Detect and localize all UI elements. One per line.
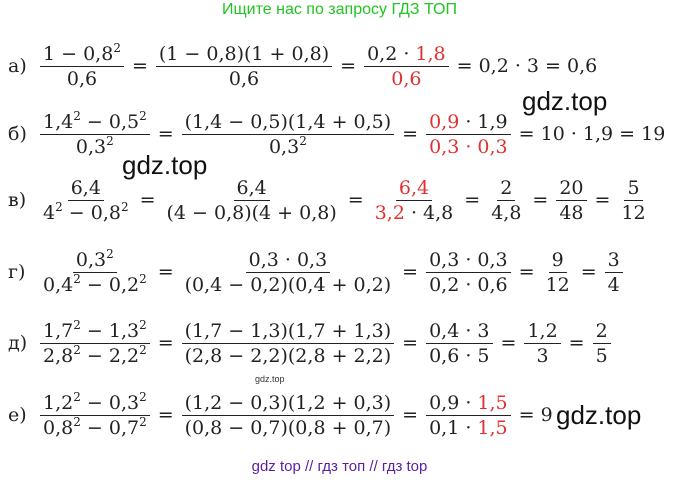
fraction: (1,7 − 1,3)(1,7 + 1,3) (2,8 − 2,2)(2,8 + … bbox=[181, 319, 395, 368]
fraction: 6,4 42 − 0,82 bbox=[43, 176, 129, 224]
fraction: (1,2 − 0,3)(1,2 + 0,3) (0,8 − 0,7)(0,8 + … bbox=[181, 391, 395, 440]
row-label: в) bbox=[8, 189, 27, 211]
watermark: gdz.top bbox=[522, 86, 608, 116]
header-banner[interactable]: Ищите нас по запросу ГДЗ ТОП bbox=[222, 1, 457, 18]
fraction: 0,3 · 0,3 (0,4 − 0,2)(0,4 + 0,2) bbox=[184, 248, 392, 296]
fraction: 5 12 bbox=[621, 176, 646, 224]
fraction: 2 4,8 bbox=[491, 176, 522, 224]
fraction: 1,22 − 0,32 0,82 − 0,72 bbox=[40, 391, 150, 440]
fraction: 1,72 − 1,32 2,82 − 2,22 bbox=[40, 319, 150, 368]
footer-links[interactable]: gdz top // гдз топ // гдз top bbox=[251, 458, 428, 475]
fraction: 9 12 bbox=[545, 248, 570, 296]
fraction: 0,32 0,42 − 0,22 bbox=[43, 246, 147, 296]
fraction: 6,4 3,2 · 4,8 bbox=[374, 176, 454, 224]
fraction: 1,42 − 0,52 0,32 bbox=[40, 110, 150, 159]
row-label: а) bbox=[8, 55, 27, 77]
watermark-small: gdz.top bbox=[255, 374, 285, 384]
fraction: (1,4 − 0,5)(1,4 + 0,5) 0,32 bbox=[181, 110, 395, 159]
row-label: б) bbox=[8, 123, 27, 145]
solution-row-b: б) 1,42 − 0,52 0,32 = (1,4 − 0,5)(1,4 + … bbox=[8, 108, 666, 159]
watermark: gdz.top bbox=[556, 400, 642, 430]
fraction: 0,9 · 1,5 0,1 · 1,5 bbox=[426, 391, 511, 440]
fraction: (1 − 0,8)(1 + 0,8) 0,6 bbox=[155, 42, 333, 91]
fraction: 1,2 3 bbox=[524, 319, 561, 368]
fraction: 0,2 · 1,8 0,6 bbox=[364, 42, 449, 91]
watermark: gdz.top bbox=[122, 150, 208, 180]
fraction: 6,4 (4 − 0,8)(4 + 0,8) bbox=[166, 176, 337, 224]
row-label: д) bbox=[8, 332, 28, 354]
row-label: е) bbox=[8, 404, 27, 426]
row-label: г) bbox=[8, 261, 26, 283]
fraction: 0,3 · 0,3 0,2 · 0,6 bbox=[426, 248, 511, 297]
fraction: 0,4 · 3 0,6 · 5 bbox=[426, 319, 493, 368]
fraction: 0,9 · 1,9 0,3 · 0,3 bbox=[426, 110, 511, 159]
solution-row-f: е) 1,22 − 0,32 0,82 − 0,72 = (1,2 − 0,3)… bbox=[8, 389, 553, 440]
solution-row-d: г) 0,32 0,42 − 0,22 = 0,3 · 0,3 (0,4 − 0,… bbox=[8, 243, 625, 301]
fraction: 20 48 bbox=[556, 176, 587, 225]
solution-row-a: а) 1 − 0,82 0,6 = (1 − 0,8)(1 + 0,8) 0,6… bbox=[8, 40, 598, 91]
solution-row-c: в) 6,4 42 − 0,82 = 6,4 (4 − 0,8)(4 + 0,8… bbox=[8, 171, 651, 229]
solution-row-e: д) 1,72 − 1,32 2,82 − 2,22 = (1,7 − 1,3)… bbox=[8, 314, 613, 372]
fraction: 1 − 0,82 0,6 bbox=[40, 42, 124, 91]
